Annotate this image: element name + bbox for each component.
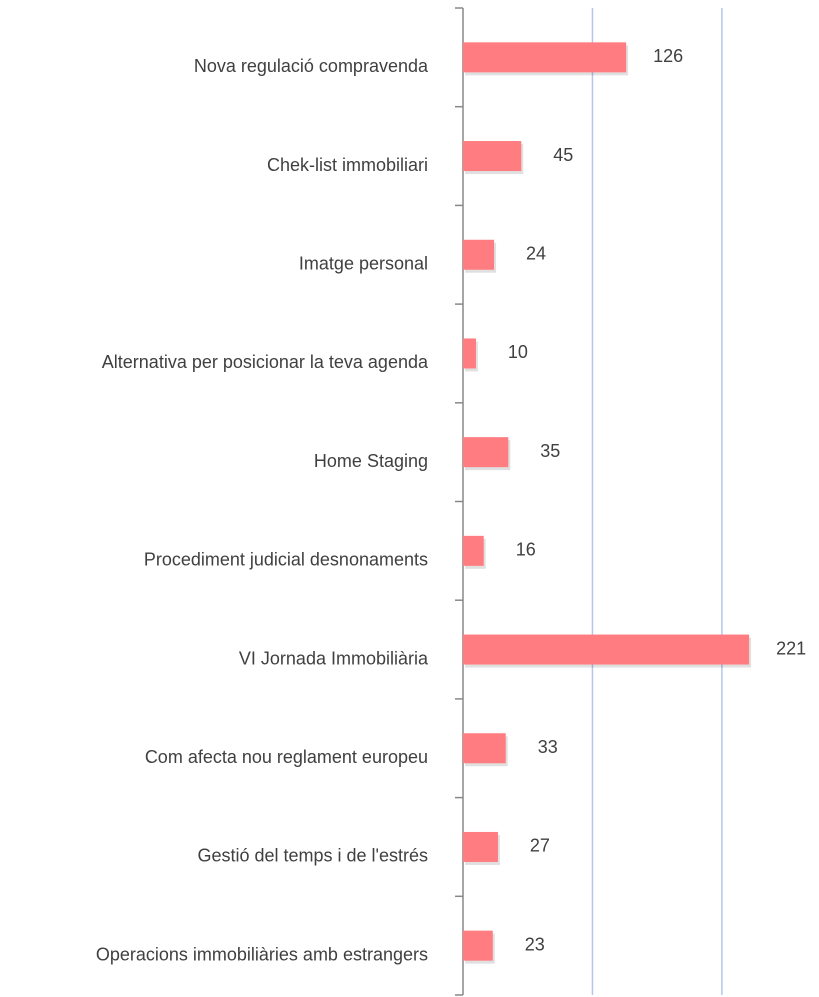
y-tick-label: VI Jornada Immobiliària [239, 648, 429, 668]
value-label: 24 [526, 244, 546, 264]
bar [463, 437, 508, 467]
page: {"chart_data": {"type": "bar", "orientat… [0, 0, 819, 997]
value-label: 10 [508, 342, 528, 362]
bar [463, 338, 476, 368]
y-tick-label: Nova regulació compravenda [194, 56, 429, 76]
bar [463, 240, 494, 270]
value-label: 23 [525, 934, 545, 954]
value-label: 16 [516, 540, 536, 560]
bar [463, 733, 506, 763]
value-label: 33 [538, 737, 558, 757]
y-tick-label: Operacions immobiliàries amb estrangers [96, 944, 428, 964]
chart: Nova regulació compravenda 126 Chek-list i… [0, 0, 819, 997]
value-label: 221 [776, 638, 806, 658]
y-tick-label: Chek-list immobiliari [267, 155, 428, 175]
y-tick-label: Com afecta nou reglament europeu [145, 747, 428, 767]
y-tick-label: Alternativa per posicionar la teva agend… [102, 352, 429, 372]
value-label: 126 [653, 46, 683, 66]
value-label: 35 [540, 441, 560, 461]
bar [463, 635, 749, 665]
y-tick-label: Imatge personal [299, 254, 428, 274]
bar [463, 832, 498, 862]
y-tick-label: Gestió del temps i de l'estrés [197, 846, 428, 866]
y-tick-label: Procediment judicial desnonaments [144, 550, 428, 570]
y-tick-label: Home Staging [314, 451, 428, 471]
value-label: 27 [530, 836, 550, 856]
bar [463, 141, 521, 171]
value-label: 45 [553, 145, 573, 165]
bar [463, 536, 484, 566]
bar [463, 931, 493, 961]
bar [463, 42, 626, 72]
